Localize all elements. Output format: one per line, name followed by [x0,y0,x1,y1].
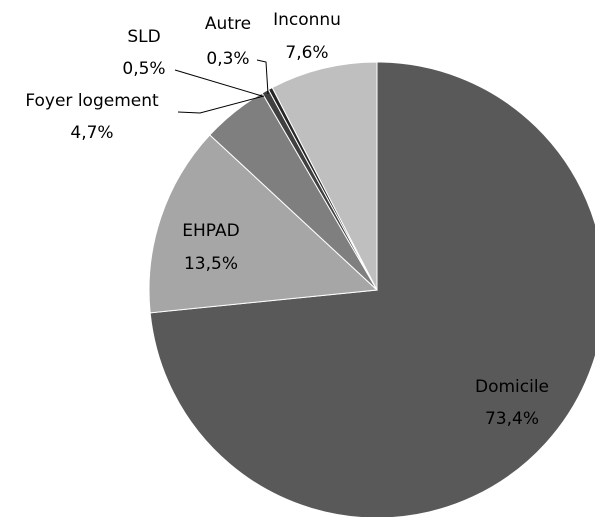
pie-slice [148,134,379,314]
slice-label: Autre [205,14,251,34]
slice-value-label: 7,6% [285,43,328,63]
slice-value-label: 13,5% [184,254,238,274]
pie-slice [271,61,378,291]
pie-slice [149,61,595,517]
leader-line [174,69,263,97]
slice-value-label: 73,4% [485,409,539,429]
slice-label: EHPAD [182,221,239,241]
slice-value-label: 0,5% [122,59,165,79]
leader-line [256,59,269,95]
slice-label: Foyer logement [25,91,159,111]
slice-label: Domicile [475,377,549,397]
slice-value-label: 0,3% [206,49,249,69]
slice-label: SLD [127,27,160,47]
leader-line [177,95,265,114]
slice-label: Inconnu [273,10,341,30]
slice-value-label: 4,7% [70,123,113,143]
